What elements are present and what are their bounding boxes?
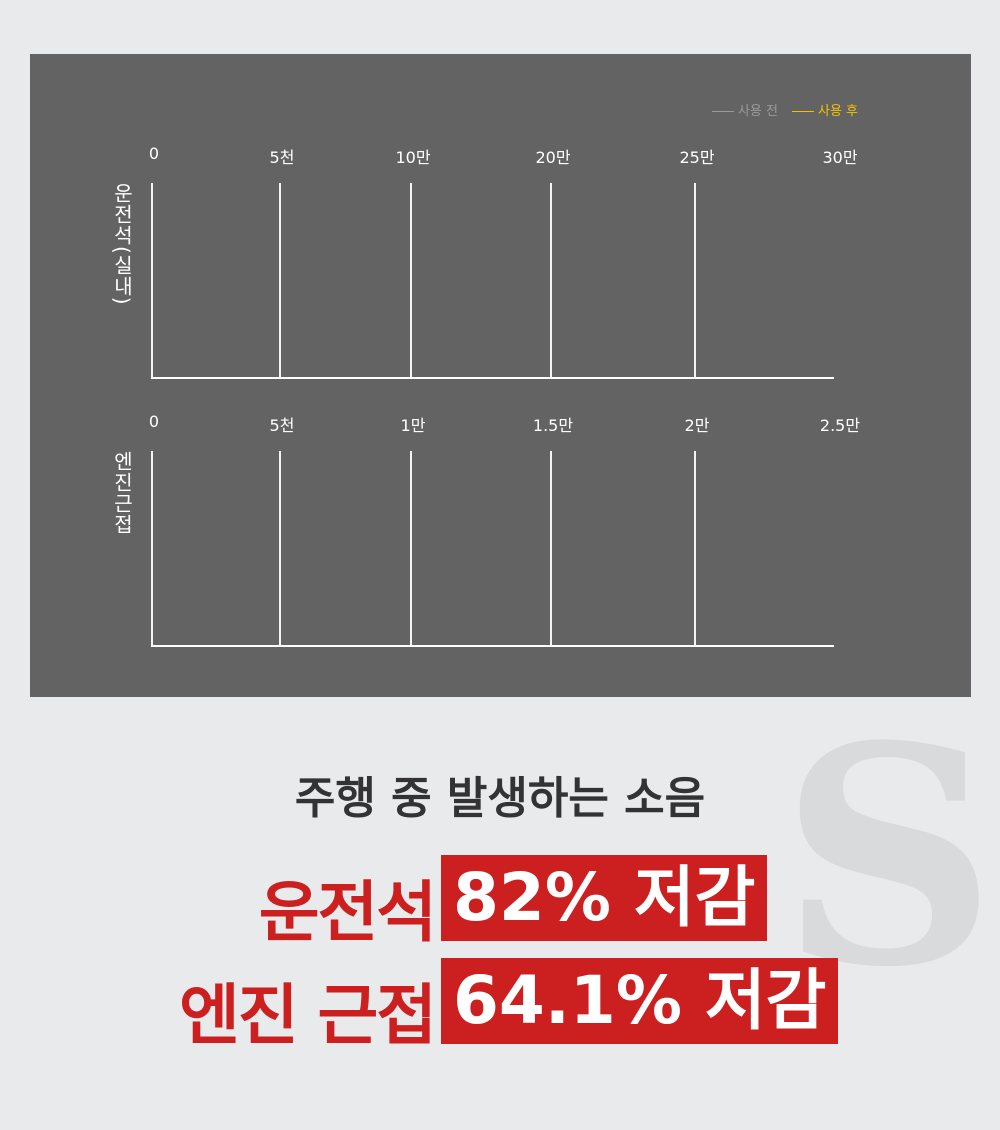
x-axis-line xyxy=(151,377,834,379)
gridline xyxy=(550,451,552,647)
result-row-engine: 엔진 근접 64.1% 저감 xyxy=(0,958,1000,1054)
tick-label: 1만 xyxy=(400,416,426,435)
tick-label: 10만 xyxy=(395,148,431,167)
tick-label: 5천 xyxy=(269,148,295,167)
legend-label: 사용 전 xyxy=(737,104,778,119)
tick-label: 1.5만 xyxy=(532,416,574,435)
tick-label: 30만 xyxy=(822,148,858,167)
tick-label: 2만 xyxy=(684,416,710,435)
result-label: 운전석 xyxy=(258,874,437,951)
tick-label: 20만 xyxy=(535,148,571,167)
headline-title: 주행 중 발생하는 소음 xyxy=(294,773,706,824)
tick-label: 25만 xyxy=(679,148,715,167)
legend: 사용 전 사용 후 xyxy=(711,100,858,119)
legend-item-before: 사용 전 xyxy=(711,100,778,119)
result-label: 엔진 근접 xyxy=(179,977,437,1054)
result-row-driver: 운전석 82% 저감 xyxy=(0,855,1000,951)
tick-label: 0 xyxy=(148,144,160,163)
tick-label: 2.5만 xyxy=(819,416,861,435)
y-axis-line xyxy=(151,183,153,379)
gridline xyxy=(550,183,552,379)
chart-panel xyxy=(30,54,971,697)
gridline xyxy=(279,451,281,647)
result-value: 82% 저감 xyxy=(441,855,768,941)
y-axis-label: 엔진근접 xyxy=(110,451,134,535)
gridline xyxy=(279,183,281,379)
result-value: 64.1% 저감 xyxy=(441,958,839,1044)
tick-label: 0 xyxy=(148,412,160,431)
y-axis-label: 운전석(실내) xyxy=(110,183,134,306)
y-axis-line xyxy=(151,451,153,647)
tick-label: 5천 xyxy=(269,416,295,435)
legend-item-after: 사용 후 xyxy=(791,100,858,119)
x-axis-line xyxy=(151,645,834,647)
gridline xyxy=(410,451,412,647)
gridline xyxy=(694,183,696,379)
legend-label: 사용 후 xyxy=(817,104,858,119)
gridline xyxy=(694,451,696,647)
gridline xyxy=(410,183,412,379)
